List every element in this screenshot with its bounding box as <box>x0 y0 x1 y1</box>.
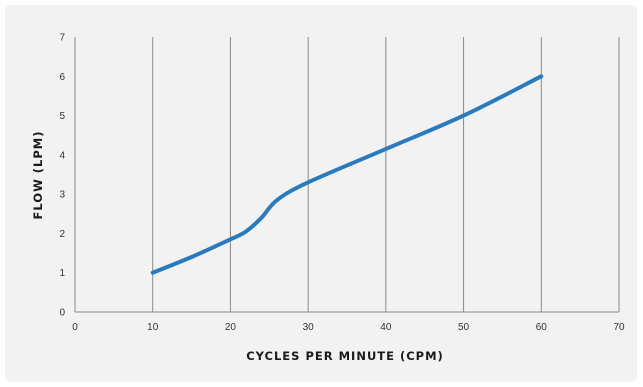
y-tick-6: 6 <box>59 72 65 83</box>
x-tick-50: 50 <box>458 322 470 333</box>
y-tick-2: 2 <box>59 229 65 240</box>
axes <box>74 37 619 313</box>
y-tick-0: 0 <box>59 308 65 319</box>
y-axis-label: FLOW (LPM) <box>31 131 45 220</box>
x-tick-40: 40 <box>380 322 392 333</box>
y-tick-labels: 0 1 2 3 4 5 6 7 <box>59 33 65 319</box>
y-tick-5: 5 <box>59 111 65 122</box>
y-tick-1: 1 <box>59 268 65 279</box>
x-tick-10: 10 <box>147 322 159 333</box>
y-tick-3: 3 <box>59 190 65 201</box>
x-tick-70: 70 <box>613 322 625 333</box>
grid-lines <box>152 37 620 312</box>
y-tick-7: 7 <box>59 33 65 44</box>
y-tick-4: 4 <box>59 150 65 161</box>
series-line-0 <box>150 74 544 275</box>
x-tick-20: 20 <box>225 322 237 333</box>
x-tick-0: 0 <box>72 322 78 333</box>
series-lines <box>150 74 544 275</box>
x-axis-label: CYCLES PER MINUTE (CPM) <box>246 349 444 363</box>
x-tick-60: 60 <box>536 322 548 333</box>
chart-card <box>5 5 637 382</box>
x-tick-labels: 0 10 20 30 40 50 60 70 <box>72 322 625 333</box>
x-tick-30: 30 <box>303 322 315 333</box>
